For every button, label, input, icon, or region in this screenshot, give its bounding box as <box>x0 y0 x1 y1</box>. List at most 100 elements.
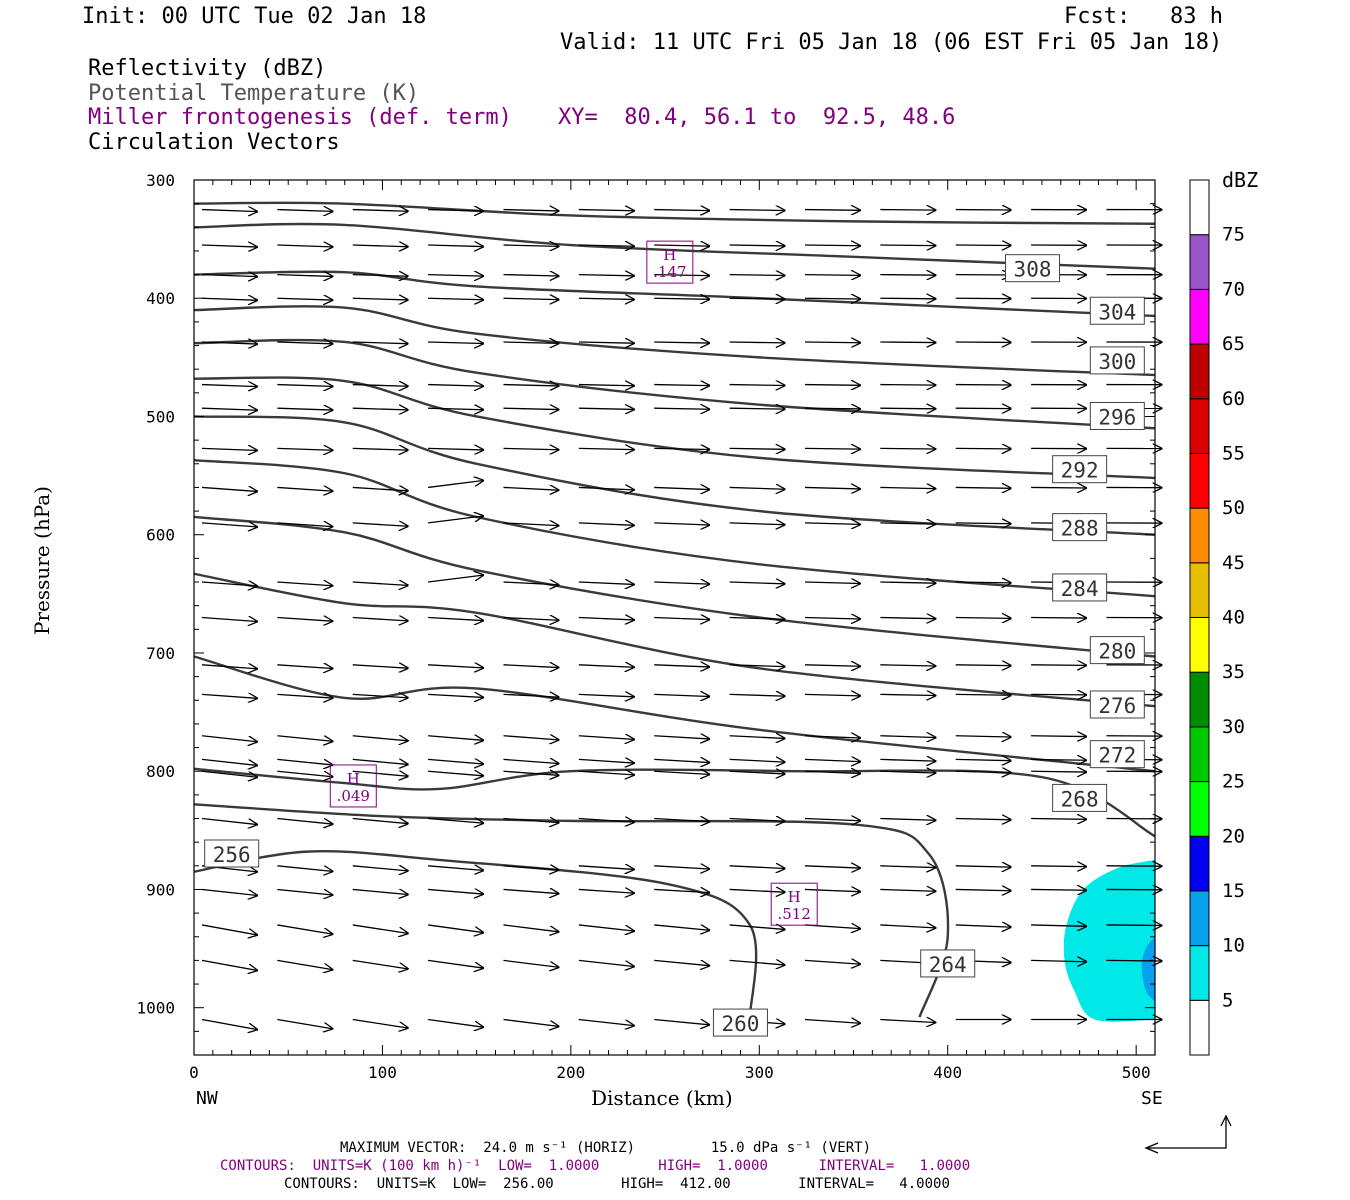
circulation-vector-20-1 <box>277 924 332 934</box>
circulation-vector-13-11 <box>1031 694 1086 695</box>
circulation-vector-22-8 <box>804 1020 860 1024</box>
colorbar-segment-25 <box>1189 726 1210 783</box>
circulation-vector-6-5 <box>578 408 634 409</box>
theta-label-box-288 <box>1052 513 1108 542</box>
circulation-vector-9-8 <box>804 523 860 524</box>
circulation-vector-21-8 <box>804 960 860 964</box>
circulation-vector-19-3 <box>428 889 483 894</box>
circulation-vector-13-10 <box>955 694 1011 695</box>
colorbar-label-70: 70 <box>1222 278 1245 300</box>
circulation-vector-15-10 <box>955 759 1011 760</box>
circulation-vector-21-3 <box>428 959 483 968</box>
valid-time: Valid: 11 UTC Fri 05 Jan 18 (06 EST Fri … <box>560 30 1223 55</box>
theta-contour-300 <box>193 270 1156 318</box>
circulation-vector-17-11 <box>1031 819 1086 820</box>
circulation-vector-4-6 <box>654 342 709 343</box>
circulation-vector-15-5 <box>578 759 634 763</box>
circulation-vector-4-0 <box>201 342 257 344</box>
field-reflectivity: Reflectivity (dBZ) <box>88 56 327 81</box>
circulation-vector-13-0 <box>201 694 257 698</box>
circulation-vector-1-4 <box>503 245 558 246</box>
circulation-vector-11-1 <box>277 618 332 622</box>
circulation-vector-20-12 <box>1106 925 1161 926</box>
x-tick-label-200: 200 <box>556 1063 585 1082</box>
circulation-vector-11-3 <box>428 618 483 621</box>
circulation-vector-15-7 <box>729 759 785 762</box>
circulation-vector-13-7 <box>729 694 785 696</box>
circulation-vector-3-3 <box>428 298 483 300</box>
theta-label-268: 268 <box>1061 787 1099 811</box>
y-tick-label-800: 800 <box>146 762 175 781</box>
circulation-vector-3-0 <box>201 298 257 300</box>
circulation-vector-18-2 <box>352 866 408 871</box>
circulation-vector-21-11 <box>1031 960 1086 961</box>
circulation-vector-5-4 <box>503 385 558 386</box>
circulation-vector-21-5 <box>578 959 634 966</box>
circulation-vector-17-10 <box>955 819 1011 820</box>
circulation-vector-19-1 <box>277 888 332 895</box>
circulation-vector-7-4 <box>503 448 558 449</box>
y-tick-label-500: 500 <box>146 407 175 426</box>
circulation-vector-6-7 <box>729 408 785 409</box>
circulation-vector-11-0 <box>201 618 257 622</box>
circulation-vector-16-6 <box>654 771 709 774</box>
circulation-vector-5-5 <box>578 385 634 386</box>
circulation-vector-20-11 <box>1031 925 1086 926</box>
theta-label-box-264 <box>920 949 976 978</box>
theta-label-box-256 <box>204 839 260 868</box>
circulation-vector-18-4 <box>503 866 558 870</box>
x-axis-left-end-label: NW <box>196 1088 218 1109</box>
x-axis-right-end-label: SE <box>1141 1088 1163 1109</box>
circulation-vector-5-8 <box>804 385 860 386</box>
circulation-vector-4-8 <box>804 342 860 343</box>
frontogenesis-max-value-0: .147 <box>653 263 686 281</box>
circulation-vector-9-3 <box>428 516 483 524</box>
circulation-vector-19-9 <box>880 889 935 891</box>
circulation-vector-10-1 <box>277 582 332 586</box>
colorbar-segment-below <box>1189 999 1210 1056</box>
circulation-vector-5-6 <box>654 385 709 386</box>
circulation-vector-16-1 <box>277 770 332 777</box>
y-tick-label-700: 700 <box>146 644 175 663</box>
circulation-vector-8-2 <box>352 487 408 490</box>
circulation-vector-12-11 <box>1031 665 1086 666</box>
circulation-vector-0-6 <box>654 210 709 211</box>
circulation-vector-4-5 <box>578 342 634 343</box>
circulation-vector-21-1 <box>277 959 332 969</box>
circulation-vector-10-5 <box>578 582 634 584</box>
reflectivity-5dbz-region <box>1063 859 1155 1022</box>
theta-label-276: 276 <box>1098 694 1136 718</box>
cross-section-endpoints: XY= 80.4, 56.1 to 92.5, 48.6 <box>558 105 956 130</box>
circulation-vector-10-3 <box>428 575 483 583</box>
theta-label-272: 272 <box>1098 744 1136 768</box>
x-tick-label-400: 400 <box>933 1063 962 1082</box>
circulation-vector-19-2 <box>352 889 408 894</box>
circulation-vector-0-9 <box>880 210 935 211</box>
circulation-vector-0-2 <box>352 210 408 212</box>
circulation-vector-22-0 <box>201 1018 257 1030</box>
circulation-vector-6-0 <box>201 408 257 410</box>
circulation-vector-1-1 <box>277 245 332 247</box>
circulation-vector-4-1 <box>277 342 332 344</box>
y-tick-label-300: 300 <box>146 171 175 190</box>
circulation-vector-22-9 <box>880 1020 935 1023</box>
circulation-vector-10-6 <box>654 582 709 584</box>
circulation-vector-2-5 <box>578 275 634 276</box>
circulation-vector-21-7 <box>729 960 785 965</box>
circulation-vector-11-8 <box>804 618 860 619</box>
frontogenesis-max-value-1: .049 <box>337 787 370 805</box>
circulation-vector-7-5 <box>578 448 634 449</box>
circulation-vector-12-3 <box>428 665 483 668</box>
circulation-vector-13-9 <box>880 694 935 695</box>
colorbar-segment-45 <box>1189 507 1210 564</box>
circulation-vector-17-8 <box>804 819 860 821</box>
reflectivity-10dbz-region <box>1141 936 1155 1002</box>
colorbar-label-15: 15 <box>1222 880 1245 902</box>
circulation-vector-2-2 <box>352 275 408 277</box>
footer-theta-contours: CONTOURS: UNITS=K LOW= 256.00 HIGH= 412.… <box>284 1176 950 1192</box>
circulation-vector-8-5 <box>578 487 634 489</box>
theta-label-box-280 <box>1089 636 1145 665</box>
circulation-vector-2-7 <box>729 275 785 276</box>
circulation-vector-14-11 <box>1031 736 1086 737</box>
